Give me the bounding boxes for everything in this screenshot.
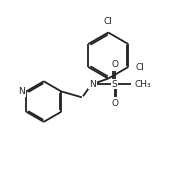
Text: CH₃: CH₃ bbox=[134, 80, 151, 89]
Text: Cl: Cl bbox=[104, 17, 113, 26]
Text: S: S bbox=[112, 80, 118, 89]
Text: Cl: Cl bbox=[136, 63, 145, 72]
Text: O: O bbox=[111, 60, 118, 69]
Text: N: N bbox=[89, 80, 96, 89]
Text: N: N bbox=[19, 87, 25, 96]
Text: O: O bbox=[111, 99, 118, 108]
